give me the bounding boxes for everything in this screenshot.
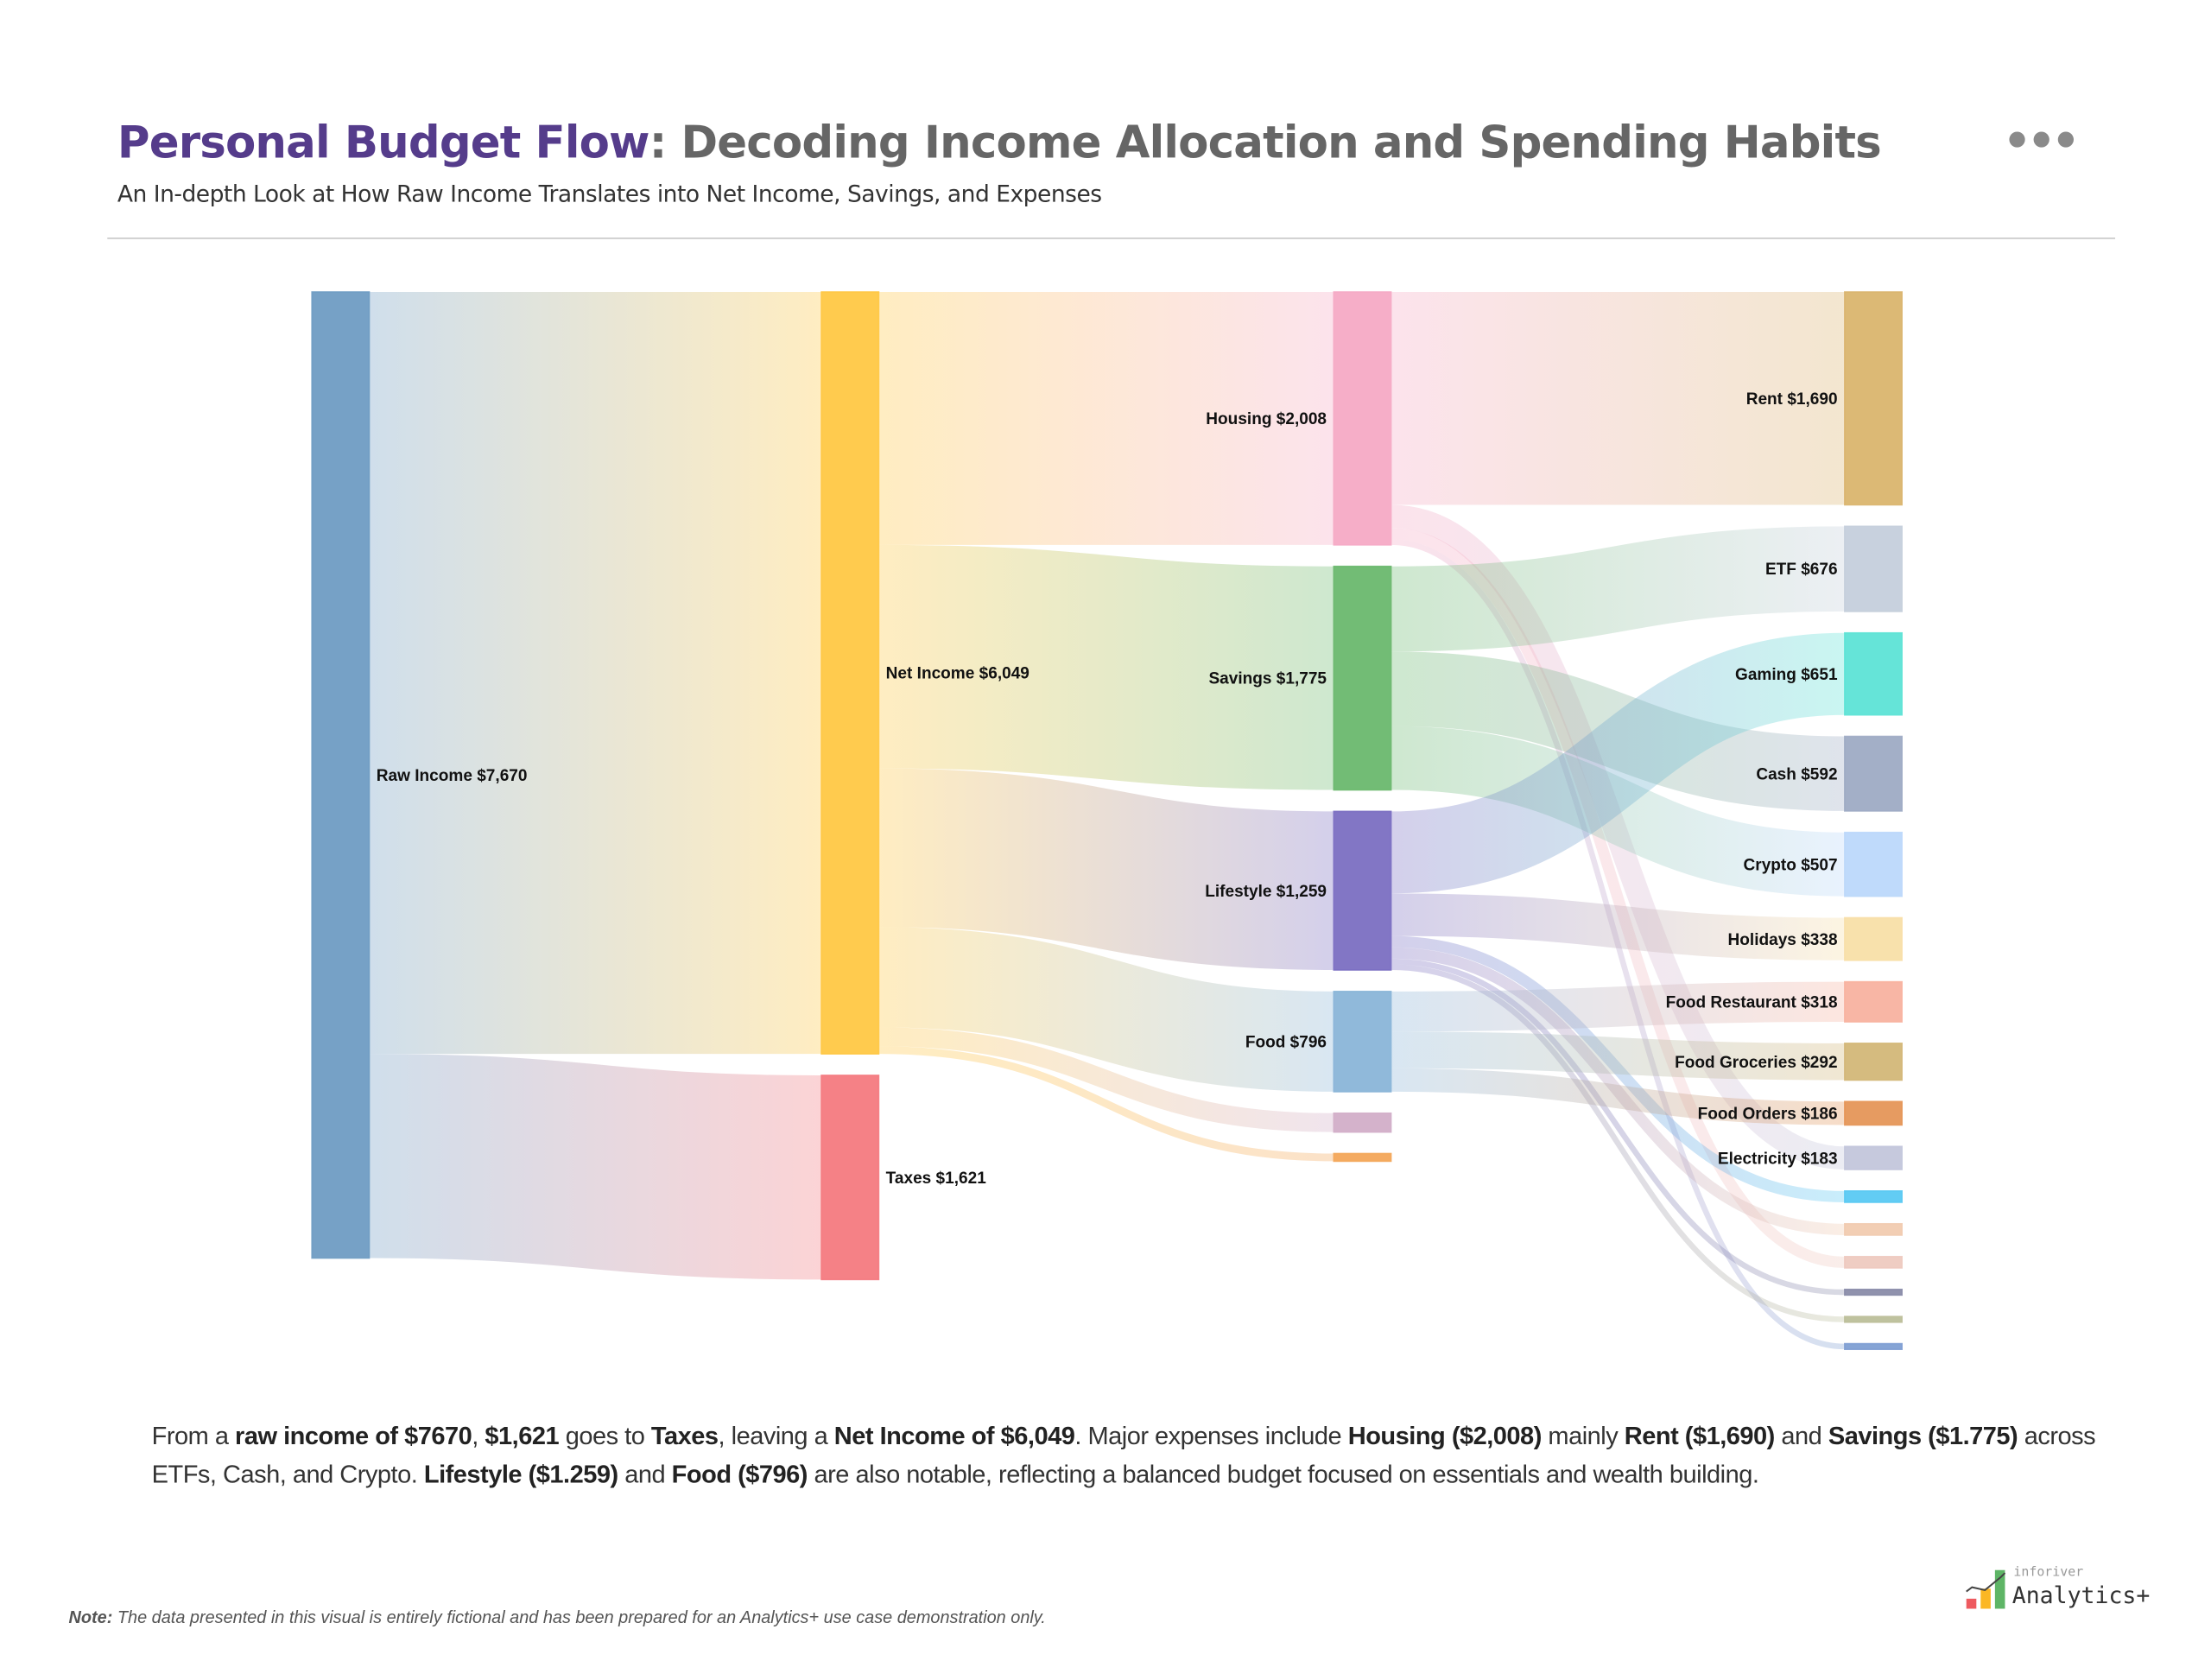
node-label-lifestyle: Lifestyle $1,259 (1205, 883, 1327, 901)
link-lifestyle-x4[interactable] (1391, 958, 1845, 1296)
node-label-housing: Housing $2,008 (1206, 410, 1327, 428)
node-raw[interactable] (311, 291, 371, 1259)
summary-segment: . Major expenses include (1074, 1421, 1348, 1450)
node-cash[interactable] (1844, 735, 1903, 812)
node-s1[interactable] (1333, 1112, 1392, 1133)
node-orders[interactable] (1844, 1100, 1903, 1126)
links (369, 292, 1846, 1350)
ellipsis-icon[interactable] (2009, 131, 2074, 148)
node-etf[interactable] (1844, 525, 1903, 612)
labels: Raw Income $7,670 Net Income $6,049 Taxes … (377, 390, 1838, 1188)
link-lifestyle-gaming[interactable] (1391, 632, 1846, 894)
node-label-rent: Rent $1,690 (1746, 390, 1838, 409)
divider (107, 238, 2116, 239)
node-food[interactable] (1333, 991, 1392, 1093)
summary-segment: , (472, 1421, 485, 1450)
summary-segment: across ETFs, Cash, and Crypto. (151, 1421, 2096, 1489)
link-lifestyle-x5[interactable] (1391, 964, 1845, 1322)
logo-chart-icon (1966, 1569, 2006, 1609)
link-food-groceries[interactable] (1391, 1031, 1845, 1081)
link-savings-etf[interactable] (1391, 526, 1845, 652)
summary-segment: mainly (1541, 1421, 1625, 1450)
link-net-s2[interactable] (878, 1046, 1334, 1162)
footnote: Note: The data presented in this visual … (69, 1607, 1046, 1627)
sankey-chart: Raw Income $7,670 Net Income $6,049 Taxes … (311, 291, 1903, 1351)
summary-highlight: Lifestyle ($1.259) (423, 1460, 618, 1489)
node-label-restaurant: Food Restaurant $318 (1666, 993, 1838, 1011)
node-electricity[interactable] (1844, 1145, 1903, 1170)
summary-highlight: Rent ($1,690) (1624, 1421, 1776, 1450)
title-rest: : Decoding Income Allocation and Spendin… (649, 117, 1882, 169)
note-label: Note: (68, 1607, 113, 1628)
summary-segment: and (1774, 1421, 1828, 1450)
title-highlight: Personal Budget Flow (117, 117, 650, 169)
node-label-holidays: Holidays $338 (1728, 931, 1838, 949)
analytics-plus-logo: inforiver Analytics+ (1965, 1566, 2165, 1614)
node-label-etf: ETF $676 (1765, 561, 1838, 579)
node-label-gaming: Gaming $651 (1735, 666, 1838, 684)
node-x3[interactable] (1844, 1255, 1903, 1269)
page-title: Personal Budget Flow: Decoding Income Al… (117, 117, 1882, 169)
node-crypto[interactable] (1844, 831, 1903, 897)
summary-highlight: Food ($796) (671, 1460, 808, 1489)
page-subtitle: An In-depth Look at How Raw Income Trans… (117, 180, 1102, 208)
node-x2[interactable] (1844, 1222, 1903, 1236)
node-label-crypto: Crypto $507 (1744, 856, 1838, 874)
logo-title: Analytics+ (2011, 1581, 2151, 1609)
summary-highlight: raw income of $7670 (235, 1421, 472, 1450)
node-label-net: Net Income $6,049 (886, 665, 1029, 683)
link-net-s1[interactable] (878, 1027, 1334, 1132)
link-food-restaurant[interactable] (1391, 981, 1845, 1032)
summary-segment: From a (151, 1421, 236, 1450)
summary-highlight: $1,621 (485, 1421, 560, 1450)
node-label-tax: Taxes $1,621 (886, 1170, 987, 1188)
link-lifestyle-holidays[interactable] (1391, 893, 1845, 960)
node-groceries[interactable] (1844, 1043, 1903, 1081)
node-lifestyle[interactable] (1333, 810, 1392, 971)
node-label-electricity: Electricity $183 (1718, 1150, 1838, 1168)
note-text: The data presented in this visual is ent… (112, 1607, 1046, 1628)
node-x5[interactable] (1844, 1315, 1903, 1323)
summary-segment: , leaving a (718, 1421, 834, 1450)
link-net-savings[interactable] (878, 544, 1334, 790)
link-raw-tax[interactable] (369, 1054, 822, 1280)
node-savings[interactable] (1333, 565, 1392, 791)
node-x4[interactable] (1844, 1288, 1903, 1296)
node-label-raw: Raw Income $7,670 (377, 767, 528, 785)
node-restaurant[interactable] (1844, 980, 1903, 1023)
node-gaming[interactable] (1844, 631, 1903, 716)
node-net[interactable] (820, 291, 880, 1055)
node-s2[interactable] (1333, 1152, 1392, 1163)
summary-segment: and (618, 1460, 672, 1489)
node-label-food: Food $796 (1245, 1034, 1327, 1052)
summary-highlight: Housing ($2,008) (1347, 1421, 1543, 1450)
link-food-orders[interactable] (1391, 1068, 1845, 1125)
node-label-savings: Savings $1,775 (1208, 670, 1327, 688)
node-x6[interactable] (1844, 1342, 1903, 1351)
summary-text: From a raw income of $7670, $1,621 goes … (152, 1417, 2099, 1493)
link-net-food[interactable] (878, 927, 1334, 1092)
node-tax[interactable] (820, 1075, 880, 1281)
node-holidays[interactable] (1844, 916, 1903, 961)
link-net-lifestyle[interactable] (878, 768, 1334, 970)
node-rent[interactable] (1844, 291, 1903, 506)
node-label-cash: Cash $592 (1756, 765, 1837, 783)
summary-segment: goes to (559, 1421, 651, 1450)
summary-highlight: Savings ($1.775) (1828, 1421, 2018, 1450)
summary-segment: are also notable, reflecting a balanced … (807, 1460, 1759, 1489)
node-label-groceries: Food Groceries $292 (1675, 1054, 1837, 1072)
node-housing[interactable] (1333, 291, 1392, 546)
summary-highlight: Taxes (650, 1421, 719, 1450)
logo-subtitle: inforiver (2013, 1565, 2084, 1581)
node-label-orders: Food Orders $186 (1698, 1106, 1838, 1124)
node-x1[interactable] (1844, 1190, 1903, 1203)
summary-highlight: Net Income of $6,049 (833, 1421, 1075, 1450)
nodes (311, 291, 1903, 1351)
